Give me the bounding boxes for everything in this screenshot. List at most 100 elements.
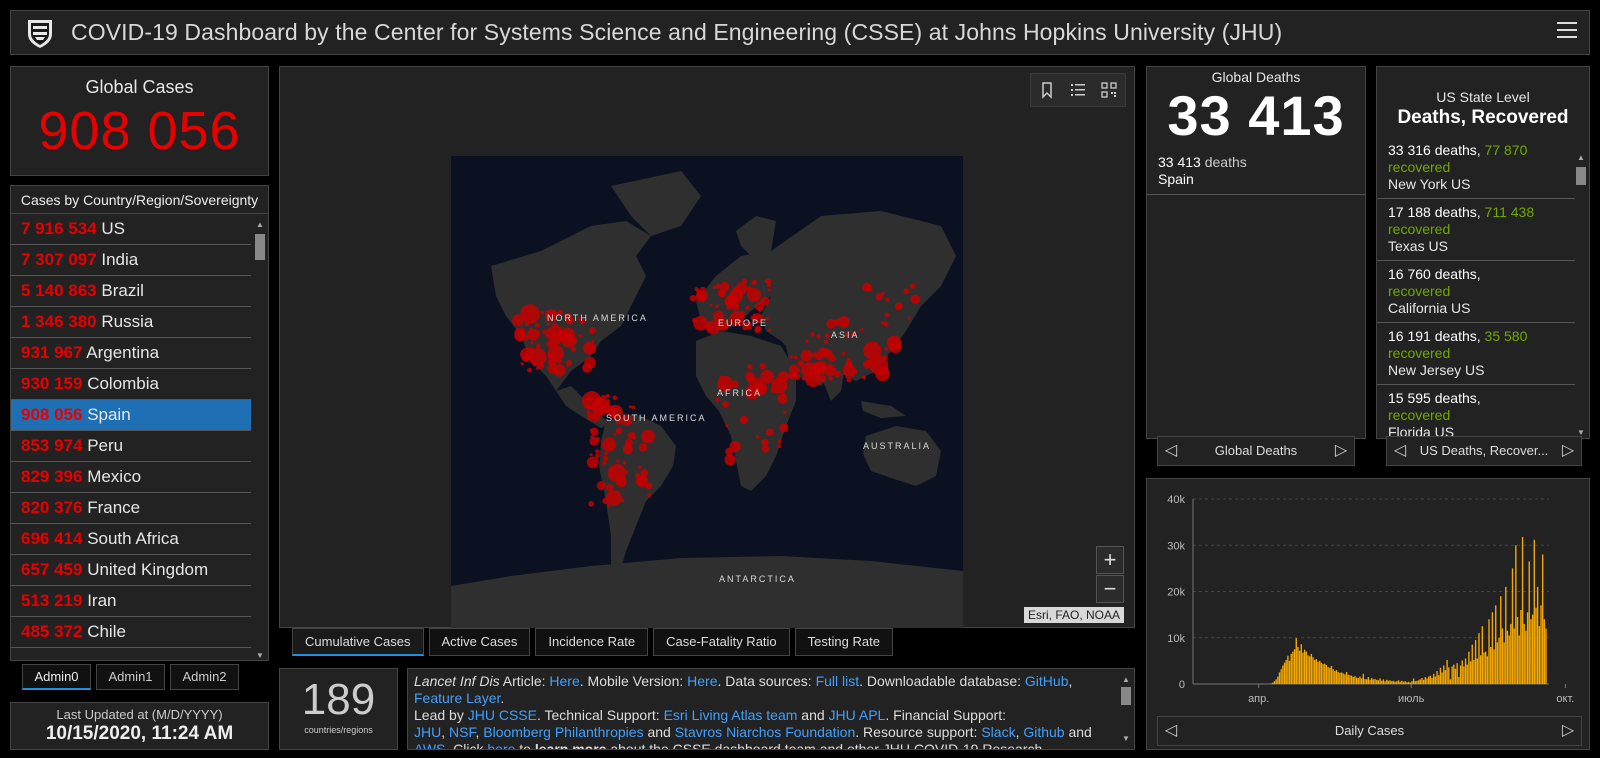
daily-cases-bar[interactable] xyxy=(1322,664,1324,684)
chevron-right-icon[interactable]: ▷ xyxy=(1561,442,1575,459)
tab-case-fatality-ratio[interactable]: Case-Fatality Ratio xyxy=(653,628,790,656)
case-dot[interactable] xyxy=(749,377,764,393)
daily-cases-bar[interactable] xyxy=(1298,650,1301,684)
case-dot[interactable] xyxy=(606,484,614,492)
slack-link[interactable]: Slack xyxy=(981,724,1016,740)
case-dot[interactable] xyxy=(571,347,576,352)
daily-cases-bar[interactable] xyxy=(1536,586,1539,685)
github-support-link[interactable]: Github xyxy=(1023,724,1065,740)
us-state-row[interactable]: 16 760 deaths, recovered California US xyxy=(1377,261,1575,323)
case-dot[interactable] xyxy=(553,364,566,377)
case-dot[interactable] xyxy=(595,436,600,441)
daily-cases-bar[interactable] xyxy=(1503,642,1505,685)
case-dot[interactable] xyxy=(725,424,729,428)
case-dot[interactable] xyxy=(546,322,550,326)
daily-cases-bar[interactable] xyxy=(1429,675,1432,684)
daily-cases-bar[interactable] xyxy=(1515,545,1517,684)
case-dot[interactable] xyxy=(600,394,607,401)
daily-cases-bar[interactable] xyxy=(1508,635,1510,684)
daily-cases-bar[interactable] xyxy=(1424,677,1427,684)
country-row[interactable]: 908 056 Spain xyxy=(11,400,251,431)
case-dot[interactable] xyxy=(557,309,563,315)
feature-layer-link[interactable]: Feature Layer xyxy=(414,690,501,706)
daily-cases-bar[interactable] xyxy=(1520,610,1522,684)
github-link[interactable]: GitHub xyxy=(1024,673,1069,689)
case-dot[interactable] xyxy=(760,370,774,384)
daily-cases-bar[interactable] xyxy=(1464,658,1467,684)
case-dot[interactable] xyxy=(794,374,801,380)
daily-cases-bar[interactable] xyxy=(1305,651,1308,685)
case-dot[interactable] xyxy=(602,437,617,452)
daily-cases-bar[interactable] xyxy=(1371,677,1373,684)
daily-cases-bar[interactable] xyxy=(1365,679,1368,685)
daily-cases-bar[interactable] xyxy=(1381,680,1383,684)
case-dot[interactable] xyxy=(631,405,636,410)
case-dot[interactable] xyxy=(819,375,827,383)
case-dot[interactable] xyxy=(605,403,609,406)
daily-cases-bar[interactable] xyxy=(1364,678,1366,684)
daily-cases-bar[interactable] xyxy=(1468,651,1470,685)
case-dot[interactable] xyxy=(800,349,813,362)
daily-cases-bar[interactable] xyxy=(1345,671,1348,684)
daily-cases-bar[interactable] xyxy=(1407,681,1410,684)
daily-cases-bar[interactable] xyxy=(1422,679,1425,684)
daily-cases-bar[interactable] xyxy=(1463,666,1465,684)
case-dot[interactable] xyxy=(620,414,633,427)
world-map-svg[interactable]: NORTH AMERICA EUROPE ASIA AFRICA SOUTH A… xyxy=(451,156,963,628)
daily-cases-bar[interactable] xyxy=(1456,663,1458,684)
daily-cases-bar[interactable] xyxy=(1431,677,1433,684)
daily-cases-bar[interactable] xyxy=(1478,633,1480,685)
daily-cases-bar[interactable] xyxy=(1491,612,1494,684)
case-dot[interactable] xyxy=(828,376,833,381)
info-scrollbar[interactable]: ▲ ▼ xyxy=(1120,671,1132,747)
data-sources-link[interactable]: Full list xyxy=(815,673,860,689)
case-dot[interactable] xyxy=(885,297,890,302)
daily-cases-bar[interactable] xyxy=(1541,554,1544,685)
case-dot[interactable] xyxy=(627,431,636,440)
daily-cases-bar[interactable] xyxy=(1404,681,1406,684)
country-row[interactable]: 696 414 South Africa xyxy=(11,524,251,555)
daily-cases-bar[interactable] xyxy=(1481,626,1484,684)
case-dot[interactable] xyxy=(590,345,596,351)
daily-cases-bar[interactable] xyxy=(1362,673,1364,684)
daily-cases-bar[interactable] xyxy=(1290,653,1292,684)
daily-cases-bar[interactable] xyxy=(1454,668,1457,684)
daily-cases-bar[interactable] xyxy=(1352,677,1354,684)
tab-admin0[interactable]: Admin0 xyxy=(22,664,91,690)
case-dot[interactable] xyxy=(544,309,558,322)
daily-cases-bar[interactable] xyxy=(1280,669,1282,684)
us-state-row[interactable]: 16 191 deaths, 35 580 recovered New Jerse… xyxy=(1377,323,1575,385)
daily-cases-bar[interactable] xyxy=(1416,680,1418,684)
bloomberg-link[interactable]: Bloomberg Philanthropies xyxy=(483,724,644,740)
case-dot[interactable] xyxy=(520,347,534,361)
case-dot[interactable] xyxy=(547,345,564,362)
daily-cases-bar[interactable] xyxy=(1293,649,1296,684)
daily-cases-bar[interactable] xyxy=(1402,681,1405,684)
case-dot[interactable] xyxy=(590,427,599,436)
case-dot[interactable] xyxy=(729,440,741,453)
daily-cases-bar[interactable] xyxy=(1538,626,1540,684)
case-dot[interactable] xyxy=(583,402,590,409)
case-dot[interactable] xyxy=(551,322,559,330)
case-dot[interactable] xyxy=(816,334,821,339)
daily-cases-bar[interactable] xyxy=(1329,667,1331,684)
case-dot[interactable] xyxy=(577,317,581,321)
case-dot[interactable] xyxy=(717,291,722,296)
case-dot[interactable] xyxy=(777,439,782,444)
daily-cases-bar[interactable] xyxy=(1273,681,1276,684)
case-dot[interactable] xyxy=(715,283,721,289)
chevron-left-icon[interactable]: ◁ xyxy=(1164,722,1178,739)
daily-cases-bar[interactable] xyxy=(1312,657,1314,684)
case-dot[interactable] xyxy=(535,343,541,349)
case-dot[interactable] xyxy=(529,327,533,331)
article-link[interactable]: Here xyxy=(549,673,580,689)
case-dot[interactable] xyxy=(759,363,766,370)
daily-cases-bar[interactable] xyxy=(1399,681,1401,684)
scroll-thumb[interactable] xyxy=(1576,167,1586,185)
case-dot[interactable] xyxy=(614,474,619,479)
daily-cases-bar[interactable] xyxy=(1443,665,1445,685)
case-dot[interactable] xyxy=(761,445,770,453)
daily-cases-bar[interactable] xyxy=(1500,596,1502,685)
case-dot[interactable] xyxy=(767,279,772,284)
case-dot[interactable] xyxy=(719,281,730,292)
